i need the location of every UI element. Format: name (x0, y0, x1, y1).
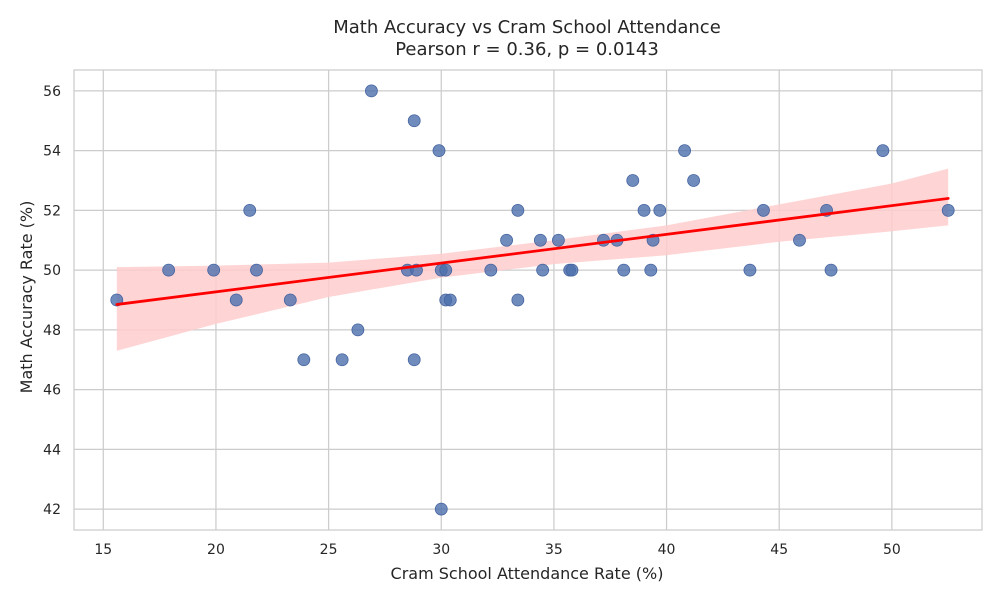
data-point (876, 144, 890, 158)
confidence-band-layer (116, 168, 949, 351)
data-point (484, 263, 498, 277)
x-axis-label: Cram School Attendance Rate (%) (391, 564, 664, 583)
data-point (162, 263, 176, 277)
data-point (283, 293, 297, 307)
data-point (536, 263, 550, 277)
data-point (793, 233, 806, 247)
data-point (687, 174, 701, 187)
x-tick-labels: 15 20 25 30 35 40 45 50 (94, 542, 900, 558)
data-point (617, 263, 631, 277)
data-point (637, 203, 651, 217)
regression-line (115, 197, 950, 306)
data-point (229, 293, 243, 307)
data-point (511, 293, 525, 307)
data-point (565, 263, 579, 277)
data-point (626, 174, 640, 187)
data-point (439, 263, 453, 277)
data-point (597, 233, 610, 247)
data-point (434, 502, 448, 516)
chart-subtitle: Pearson r = 0.36, p = 0.0143 (395, 39, 659, 60)
data-point (500, 233, 513, 247)
x-tick-label: 45 (770, 542, 788, 558)
data-point (644, 263, 658, 277)
x-tick-label: 50 (883, 542, 901, 558)
data-point (407, 114, 421, 128)
data-point (533, 233, 547, 247)
x-tick-label: 30 (432, 542, 450, 558)
data-point (351, 323, 365, 337)
y-tick-label: 46 (43, 383, 61, 399)
regression-line-layer (115, 197, 950, 306)
y-tick-label: 52 (43, 203, 61, 219)
x-tick-label: 35 (545, 542, 563, 558)
data-point (824, 263, 838, 277)
data-point (678, 144, 691, 158)
y-tick-label: 44 (43, 442, 61, 458)
data-point (432, 144, 446, 158)
x-tick-label: 40 (658, 542, 676, 558)
plot-frame (73, 69, 983, 531)
data-point (250, 263, 263, 277)
data-point (243, 203, 257, 217)
data-point (335, 353, 349, 367)
data-point (443, 293, 457, 307)
data-point (743, 263, 757, 277)
data-point (407, 353, 421, 367)
y-tick-label: 56 (43, 84, 61, 100)
x-tick-label: 15 (94, 542, 112, 558)
y-axis-label: Math Accuracy Rate (%) (17, 201, 36, 394)
y-tick-label: 54 (43, 144, 61, 160)
data-point (757, 203, 770, 217)
confidence-band (116, 168, 949, 351)
data-points (110, 84, 955, 516)
y-tick-labels: 42 44 46 48 50 52 54 56 (43, 84, 61, 518)
data-point (207, 263, 221, 277)
y-tick-label: 48 (43, 323, 61, 339)
data-point (511, 203, 525, 217)
chart-title: Math Accuracy vs Cram School Attendance (333, 17, 721, 38)
data-point (941, 203, 955, 217)
x-tick-label: 25 (320, 542, 338, 558)
data-point (552, 233, 565, 247)
data-point (365, 84, 378, 98)
data-point (297, 353, 311, 367)
x-tick-label: 20 (207, 542, 225, 558)
data-point (653, 203, 667, 217)
y-tick-label: 42 (43, 502, 61, 518)
y-tick-label: 50 (43, 263, 61, 279)
